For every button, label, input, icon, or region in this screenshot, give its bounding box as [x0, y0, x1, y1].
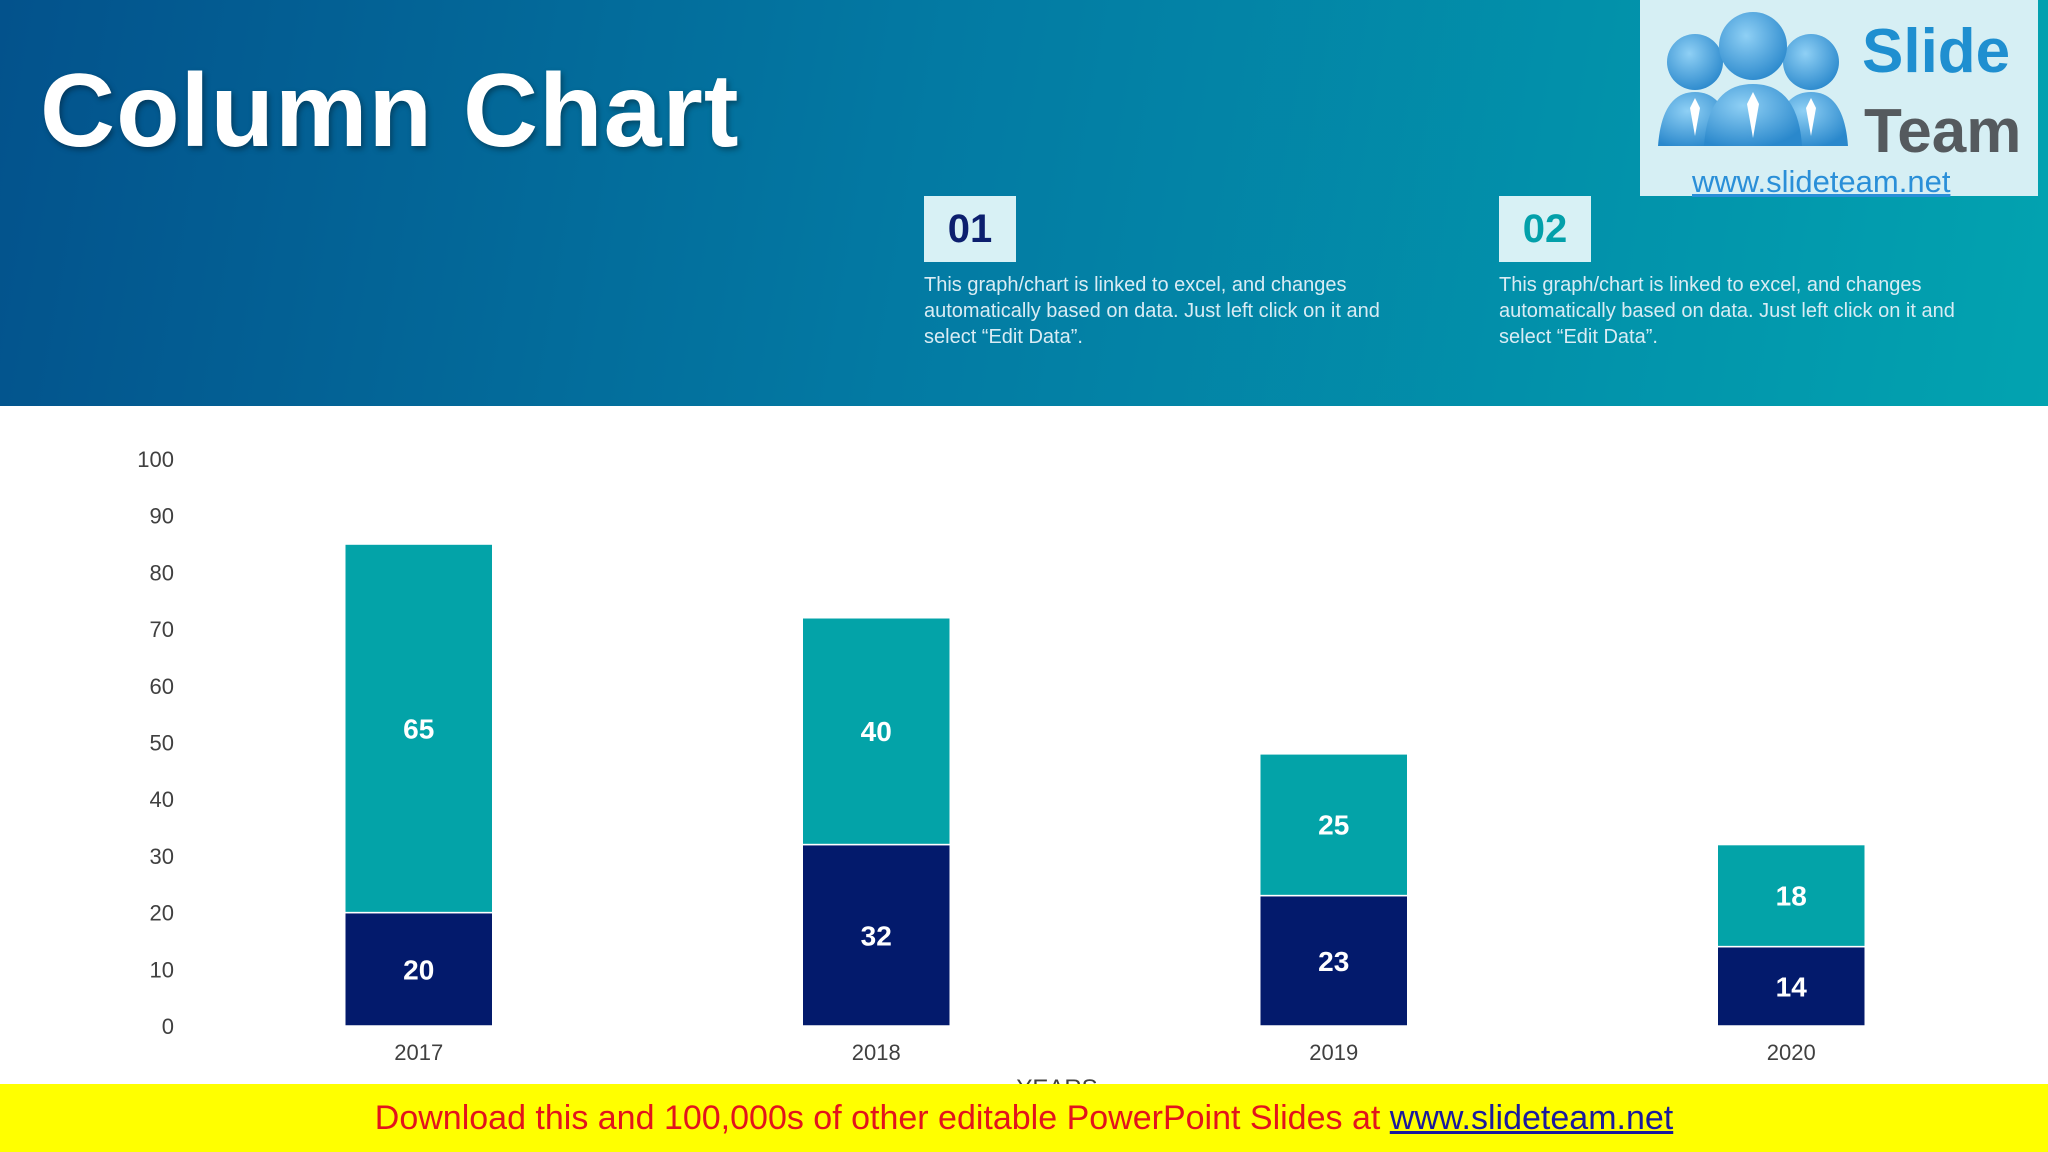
bar-series: 20 65 32 40 23 25 14 18	[344, 543, 1866, 1027]
y-tick-label: 80	[150, 560, 174, 585]
x-tick-label: 2020	[1767, 1040, 1816, 1065]
data-label: 23	[1318, 946, 1349, 977]
y-tick-label: 0	[162, 1014, 174, 1039]
x-axis: 2017 2018 2019 2020	[394, 1040, 1815, 1065]
data-label: 20	[403, 954, 434, 985]
data-label: 32	[861, 920, 892, 951]
x-tick-label: 2019	[1309, 1040, 1358, 1065]
y-tick-label: 10	[150, 957, 174, 982]
bar-segment-2019-s1	[1259, 894, 1409, 1027]
bar-segment-2020-s2	[1716, 843, 1866, 948]
note-number: 01	[924, 196, 1016, 262]
note-text: This graph/chart is linked to excel, and…	[1499, 274, 1955, 348]
x-axis-title: YEARS	[1016, 1075, 1097, 1084]
bar-segment-2018-s1	[801, 843, 951, 1027]
bar-segment-2020-s1	[1716, 945, 1866, 1027]
data-label: 14	[1776, 971, 1808, 1002]
slideteam-logo: Slide Team www.slideteam.net	[1640, 0, 2038, 199]
note-number: 02	[1499, 196, 1591, 262]
x-tick-label: 2018	[852, 1040, 901, 1065]
logo-word-team: Team	[1864, 97, 2022, 166]
logo-url-link[interactable]: www.slideteam.net	[1692, 164, 1951, 199]
y-tick-label: 40	[150, 787, 174, 812]
bar-segment-2019-s2	[1259, 753, 1409, 897]
y-axis: 0 10 20 30 40 50 60 70 80 90 100	[137, 447, 174, 1039]
note-02: 02 This graph/chart is linked to excel, …	[1499, 196, 1969, 350]
data-label: 65	[403, 713, 434, 744]
bar-segment-2017-s2	[344, 543, 494, 914]
note-text: This graph/chart is linked to excel, and…	[924, 274, 1380, 348]
y-tick-label: 50	[150, 731, 174, 756]
data-label: 25	[1318, 810, 1349, 841]
y-tick-label: 20	[150, 901, 174, 926]
y-tick-label: 70	[150, 617, 174, 642]
bar-segment-2017-s1	[344, 911, 494, 1027]
page-title: Column Chart	[40, 53, 740, 169]
y-tick-label: 30	[150, 844, 174, 869]
y-tick-label: 60	[150, 674, 174, 699]
bar-segment-2018-s2	[801, 617, 951, 846]
data-label: 40	[861, 716, 892, 747]
download-banner-link[interactable]: www.slideteam.net	[1389, 1099, 1674, 1137]
download-banner-text: Download this and 100,000s of other edit…	[374, 1099, 1390, 1137]
y-tick-label: 90	[150, 504, 174, 529]
y-tick-label: 100	[137, 447, 174, 472]
logo-word-slide: Slide	[1862, 17, 2011, 86]
data-label: 18	[1776, 881, 1807, 912]
x-tick-label: 2017	[394, 1040, 443, 1065]
note-01: 01 This graph/chart is linked to excel, …	[924, 196, 1394, 350]
download-banner: Download this and 100,000s of other edit…	[0, 1084, 2048, 1152]
people-icon	[1658, 12, 1848, 146]
